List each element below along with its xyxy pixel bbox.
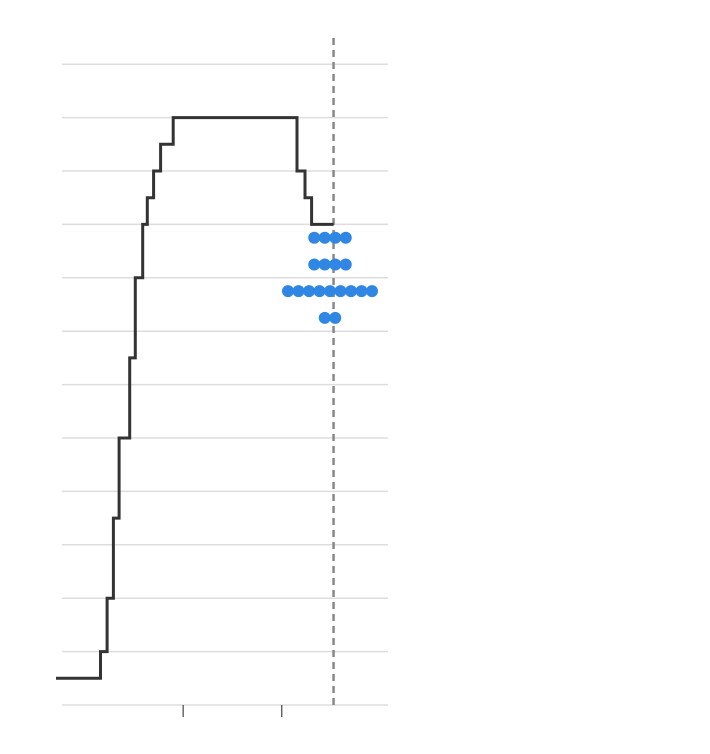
gridlines [62,63,388,706]
dot-marker [334,285,347,298]
dot-marker [313,285,326,298]
dot-marker [366,285,378,298]
dot-marker [318,231,331,244]
dot-marker [292,285,305,298]
series-lines [56,116,334,680]
dot-marker [308,258,321,271]
dot-marker [329,258,342,271]
dot-marker [329,311,342,324]
dot-plot [282,231,378,324]
dot-marker [345,285,357,298]
dot-marker [339,231,352,244]
dot-marker [282,285,294,298]
dot-marker [329,231,342,244]
dot-marker [303,285,315,298]
dot-marker [355,285,368,298]
dot-marker [339,258,352,271]
dot-marker [308,231,321,244]
series-line [56,116,334,680]
dot-marker [324,285,336,298]
dot-marker [318,258,331,271]
x-axis-ticks [182,705,283,717]
dot-marker [318,311,331,324]
